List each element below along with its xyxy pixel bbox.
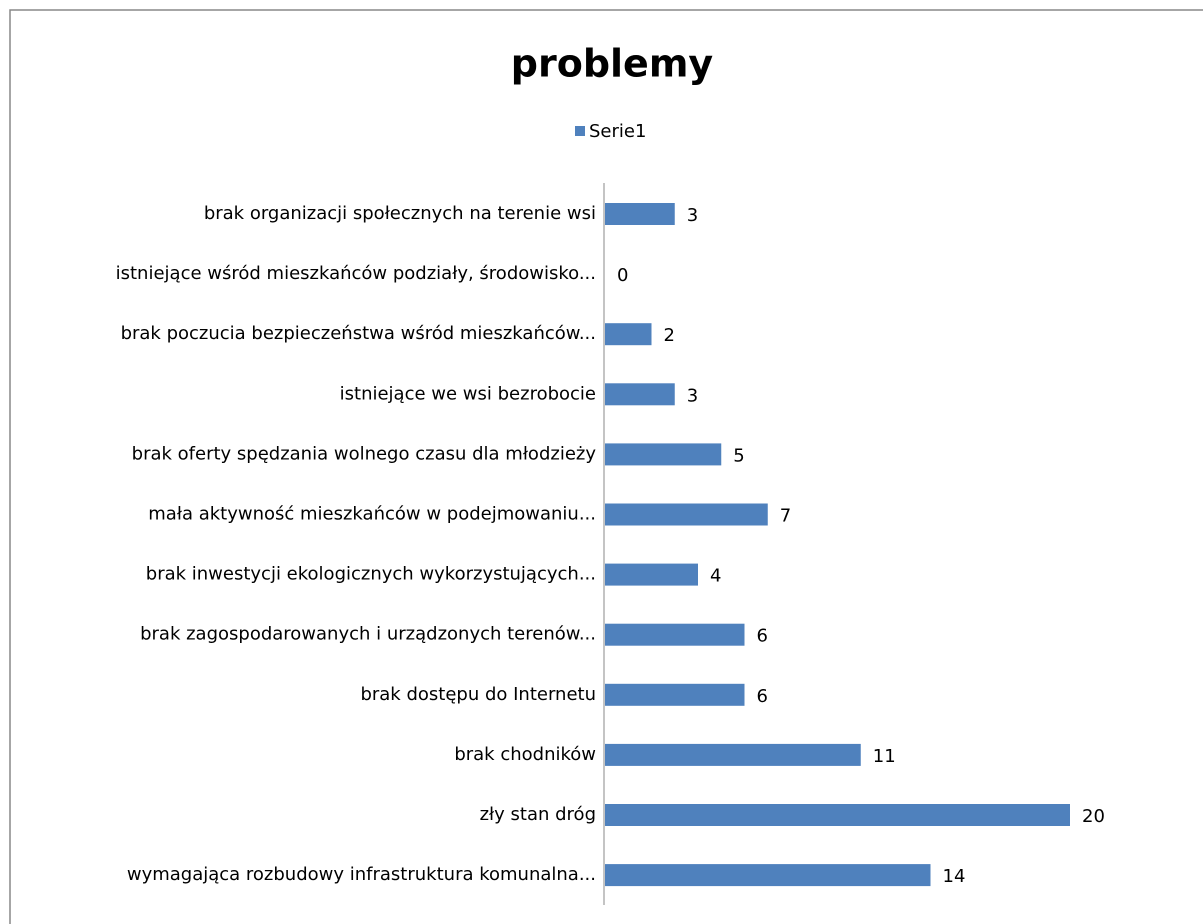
data-label: 3 [687, 385, 698, 406]
data-label: 7 [780, 506, 791, 527]
data-label: 14 [943, 866, 966, 887]
data-label: 6 [757, 626, 768, 647]
legend-swatch [575, 126, 585, 136]
y-tick-label: mała aktywność mieszkańców w podejmowani… [148, 504, 596, 525]
bar [605, 383, 675, 406]
data-label: 2 [664, 325, 675, 346]
data-label: 0 [617, 265, 628, 286]
y-tick-label: brak zagospodarowanych i urządzonych ter… [140, 624, 596, 645]
data-label: 20 [1082, 806, 1105, 827]
data-label: 5 [733, 445, 744, 466]
bar [605, 323, 652, 346]
bar [605, 683, 745, 706]
bar [605, 203, 675, 225]
y-tick-label: brak organizacji społecznych na terenie … [204, 203, 596, 224]
bar [605, 443, 722, 466]
y-tick-label: istniejące wśród mieszkańców podziały, ś… [116, 263, 596, 284]
bar [605, 743, 861, 766]
chart-frame [9, 9, 1203, 924]
data-label: 11 [873, 746, 896, 767]
chart-title: problemy [511, 42, 714, 86]
y-tick-label: brak poczucia bezpieczeństwa wśród miesz… [121, 323, 596, 344]
y-tick-label: brak inwestycji ekologicznych wykorzystu… [146, 564, 596, 585]
y-tick-label: brak dostępu do Internetu [360, 684, 596, 705]
bar [605, 864, 931, 887]
y-tick-label: wymagająca rozbudowy infrastruktura komu… [127, 864, 596, 885]
y-tick-label: zły stan dróg [480, 804, 596, 825]
legend-label: Serie1 [589, 121, 646, 142]
bar [605, 623, 745, 646]
bar [605, 503, 768, 526]
data-label: 6 [757, 686, 768, 707]
data-label: 3 [687, 205, 698, 226]
y-tick-label: istniejące we wsi bezrobocie [340, 383, 596, 404]
bar [605, 563, 698, 586]
y-tick-label: brak oferty spędzania wolnego czasu dla … [132, 443, 597, 464]
y-tick-label: brak chodników [454, 744, 596, 765]
bar [605, 804, 1070, 826]
data-label: 4 [710, 566, 721, 587]
